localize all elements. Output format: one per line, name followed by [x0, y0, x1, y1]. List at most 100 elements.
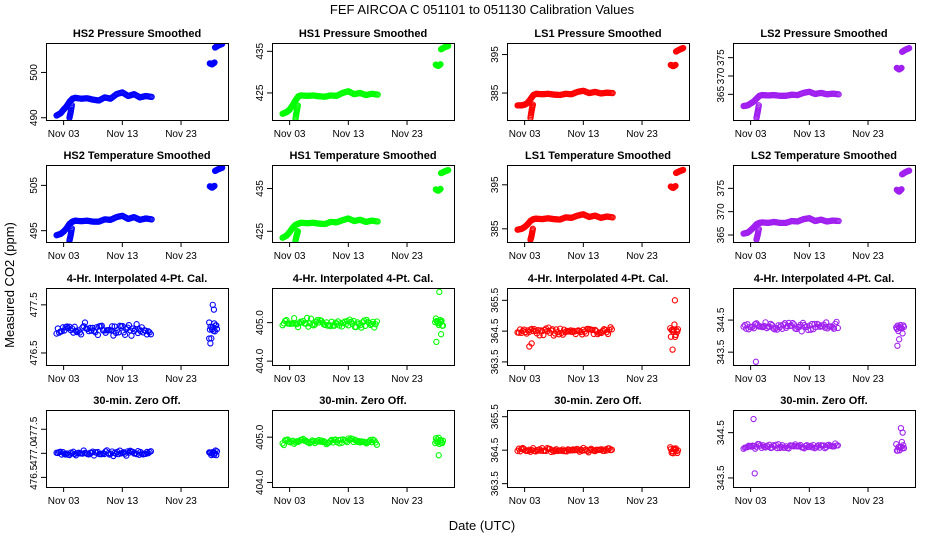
y-tick-label: 404.0 — [255, 348, 266, 373]
x-tick-label: Nov 03 — [735, 496, 767, 507]
panel-3-0: 30-min. Zero Off. Nov 03 Nov 13 Nov 23 476.5… — [29, 395, 229, 507]
x-tick-label: Nov 03 — [274, 496, 306, 507]
y-tick-label: 404.0 — [255, 470, 266, 495]
data-point — [142, 327, 149, 334]
data-point — [774, 444, 781, 452]
data-point — [674, 447, 682, 454]
x-tick-label: Nov 03 — [509, 496, 541, 507]
data-point — [107, 327, 114, 334]
y-tick-label: 505 — [29, 177, 40, 194]
x-tick-label: Nov 13 — [567, 251, 599, 262]
data-point — [669, 346, 676, 353]
data-point — [213, 448, 221, 455]
data-point — [143, 448, 151, 456]
data-points — [53, 44, 226, 120]
data-point — [345, 435, 352, 442]
panel-title: HS2 Temperature Smoothed — [63, 150, 210, 162]
x-tick-label: Nov 03 — [274, 251, 306, 262]
x-tick-label: Nov 23 — [165, 251, 197, 262]
panel-title: 30-min. Zero Off. — [554, 395, 641, 407]
x-tick-label: Nov 13 — [567, 496, 599, 507]
data-point — [608, 446, 616, 453]
y-tick-label: 344.5 — [716, 307, 727, 332]
data-point — [834, 324, 842, 332]
x-tick-label: Nov 13 — [332, 374, 364, 385]
data-point — [567, 327, 574, 334]
y-tick-label: 425 — [255, 84, 266, 101]
x-tick-label: Nov 03 — [48, 129, 80, 140]
y-tick-label: 395 — [490, 46, 501, 63]
panel-title: 4-Hr. Interpolated 4-Pt. Cal. — [293, 273, 434, 285]
data-point — [609, 214, 616, 221]
y-tick-label: 343.5 — [716, 465, 727, 490]
data-point — [528, 340, 535, 347]
plot-frame — [733, 410, 916, 488]
y-tick-label: 365.5 — [490, 404, 501, 429]
y-tick-label: 385 — [490, 84, 501, 101]
data-point — [218, 166, 226, 171]
panel-1-3: LS2 Temperature Smoothed Nov 03 Nov 13 Nov … — [716, 150, 916, 262]
data-point — [772, 441, 780, 448]
data-point — [128, 332, 135, 339]
data-point — [905, 44, 913, 52]
plot-frame — [272, 43, 455, 121]
data-point — [604, 330, 612, 338]
data-point — [439, 437, 447, 444]
panel-title: 4-Hr. Interpolated 4-Pt. Cal. — [754, 273, 895, 285]
x-axis-title: Date (UTC) — [449, 518, 515, 533]
panel-2-1: 4-Hr. Interpolated 4-Pt. Cal. Nov 03 Nov 1… — [255, 273, 455, 385]
data-point — [148, 93, 155, 101]
data-point — [213, 325, 221, 333]
data-points — [279, 289, 447, 346]
panel-2-0: 4-Hr. Interpolated 4-Pt. Cal. Nov 03 Nov 1… — [29, 273, 229, 385]
plot-frame — [272, 288, 455, 366]
panel-0-2: LS1 Pressure Smoothed Nov 03 Nov 13 Nov 23 3… — [490, 28, 690, 140]
x-tick-label: Nov 13 — [106, 496, 138, 507]
y-tick-label: 375 — [716, 180, 727, 197]
x-tick-label: Nov 23 — [852, 129, 884, 140]
x-tick-label: Nov 13 — [106, 129, 138, 140]
data-point — [211, 182, 218, 189]
y-tick-label: 364.5 — [490, 437, 501, 462]
data-point — [679, 44, 687, 52]
data-point — [71, 323, 78, 330]
data-point — [68, 101, 75, 109]
data-point — [72, 327, 80, 335]
data-point — [679, 166, 687, 173]
data-point — [672, 182, 679, 190]
data-point — [437, 185, 444, 193]
data-point — [789, 319, 796, 327]
data-point — [374, 218, 381, 225]
panel-2-3: 4-Hr. Interpolated 4-Pt. Cal. Nov 03 Nov 1… — [716, 273, 916, 385]
data-point — [89, 324, 96, 332]
y-tick-label: 385 — [490, 220, 501, 237]
x-tick-label: Nov 23 — [391, 251, 423, 262]
x-tick-label: Nov 23 — [626, 129, 658, 140]
data-point — [671, 321, 678, 328]
data-point — [436, 289, 443, 295]
x-tick-label: Nov 23 — [391, 374, 423, 385]
y-tick-label: 425 — [255, 223, 266, 240]
data-point — [771, 326, 778, 333]
data-point — [557, 325, 564, 332]
panel-2-2: 4-Hr. Interpolated 4-Pt. Cal. Nov 03 Nov 1… — [490, 273, 690, 385]
panel-title: LS1 Temperature Smoothed — [525, 150, 671, 162]
y-tick-label: 477.5 — [29, 416, 40, 441]
data-point — [62, 451, 69, 458]
data-point — [671, 297, 679, 304]
data-point — [548, 448, 555, 456]
panel-title: 4-Hr. Interpolated 4-Pt. Cal. — [528, 273, 669, 285]
x-tick-label: Nov 23 — [165, 374, 197, 385]
x-tick-label: Nov 13 — [793, 496, 825, 507]
data-point — [373, 441, 381, 448]
data-point — [350, 317, 357, 325]
x-tick-label: Nov 13 — [106, 251, 138, 262]
panel-0-1: HS1 Pressure Smoothed Nov 03 Nov 13 Nov 23 4… — [255, 28, 455, 140]
panel-1-2: LS1 Temperature Smoothed Nov 03 Nov 13 Nov … — [490, 150, 690, 262]
plot-frame — [507, 43, 690, 121]
x-tick-label: Nov 13 — [332, 496, 364, 507]
x-tick-label: Nov 13 — [793, 251, 825, 262]
x-tick-label: Nov 03 — [735, 129, 767, 140]
x-tick-label: Nov 13 — [567, 374, 599, 385]
data-points — [279, 434, 447, 459]
